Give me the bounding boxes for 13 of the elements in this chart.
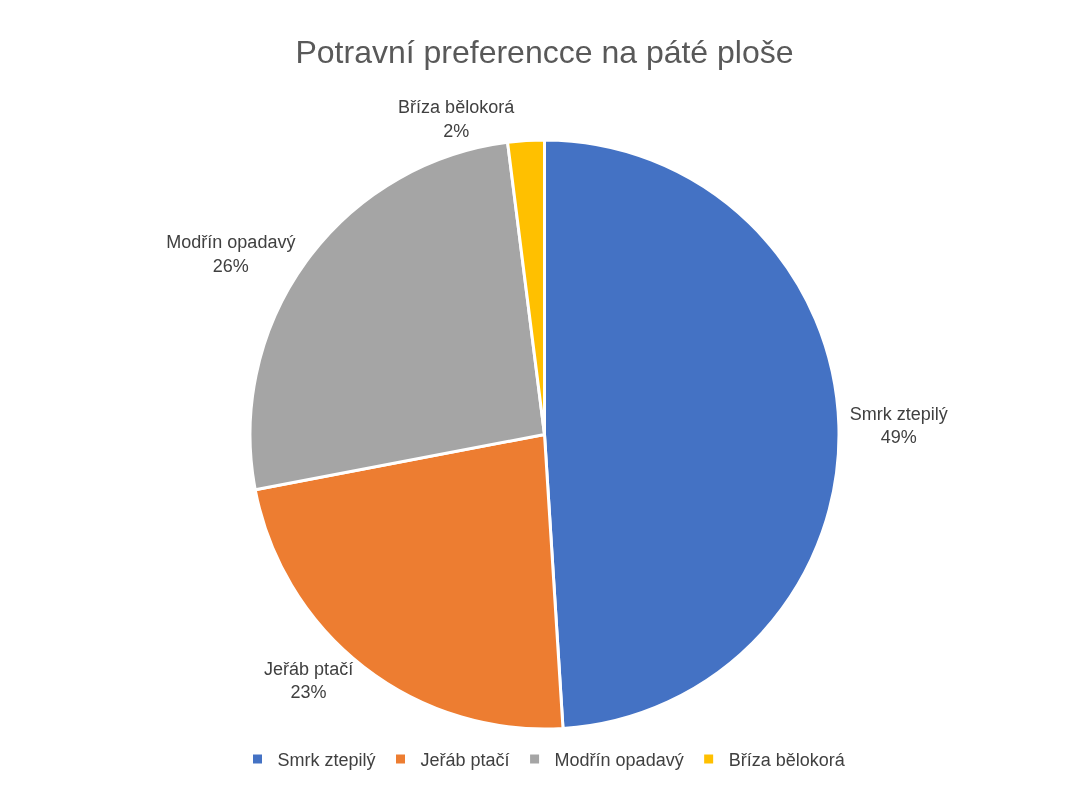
chart-title: Potravní preferencce na páté ploše <box>295 33 794 70</box>
legend-label: Modřín opadavý <box>554 750 684 770</box>
data-label: 2% <box>443 120 470 141</box>
slice-label: Modřín opadavý <box>166 232 296 253</box>
legend-label: Jeřáb ptačí <box>420 750 510 770</box>
data-label: 49% <box>880 426 917 447</box>
slice-label: Jeřáb ptačí <box>264 659 354 680</box>
data-label: 23% <box>290 682 327 703</box>
slice-label: Smrk ztepilý <box>849 403 948 424</box>
legend-label: Smrk ztepilý <box>277 750 376 770</box>
legend-label: Bříza bělokorá <box>728 750 846 770</box>
data-label: 26% <box>212 255 249 276</box>
slice-label: Bříza bělokorá <box>398 97 516 118</box>
